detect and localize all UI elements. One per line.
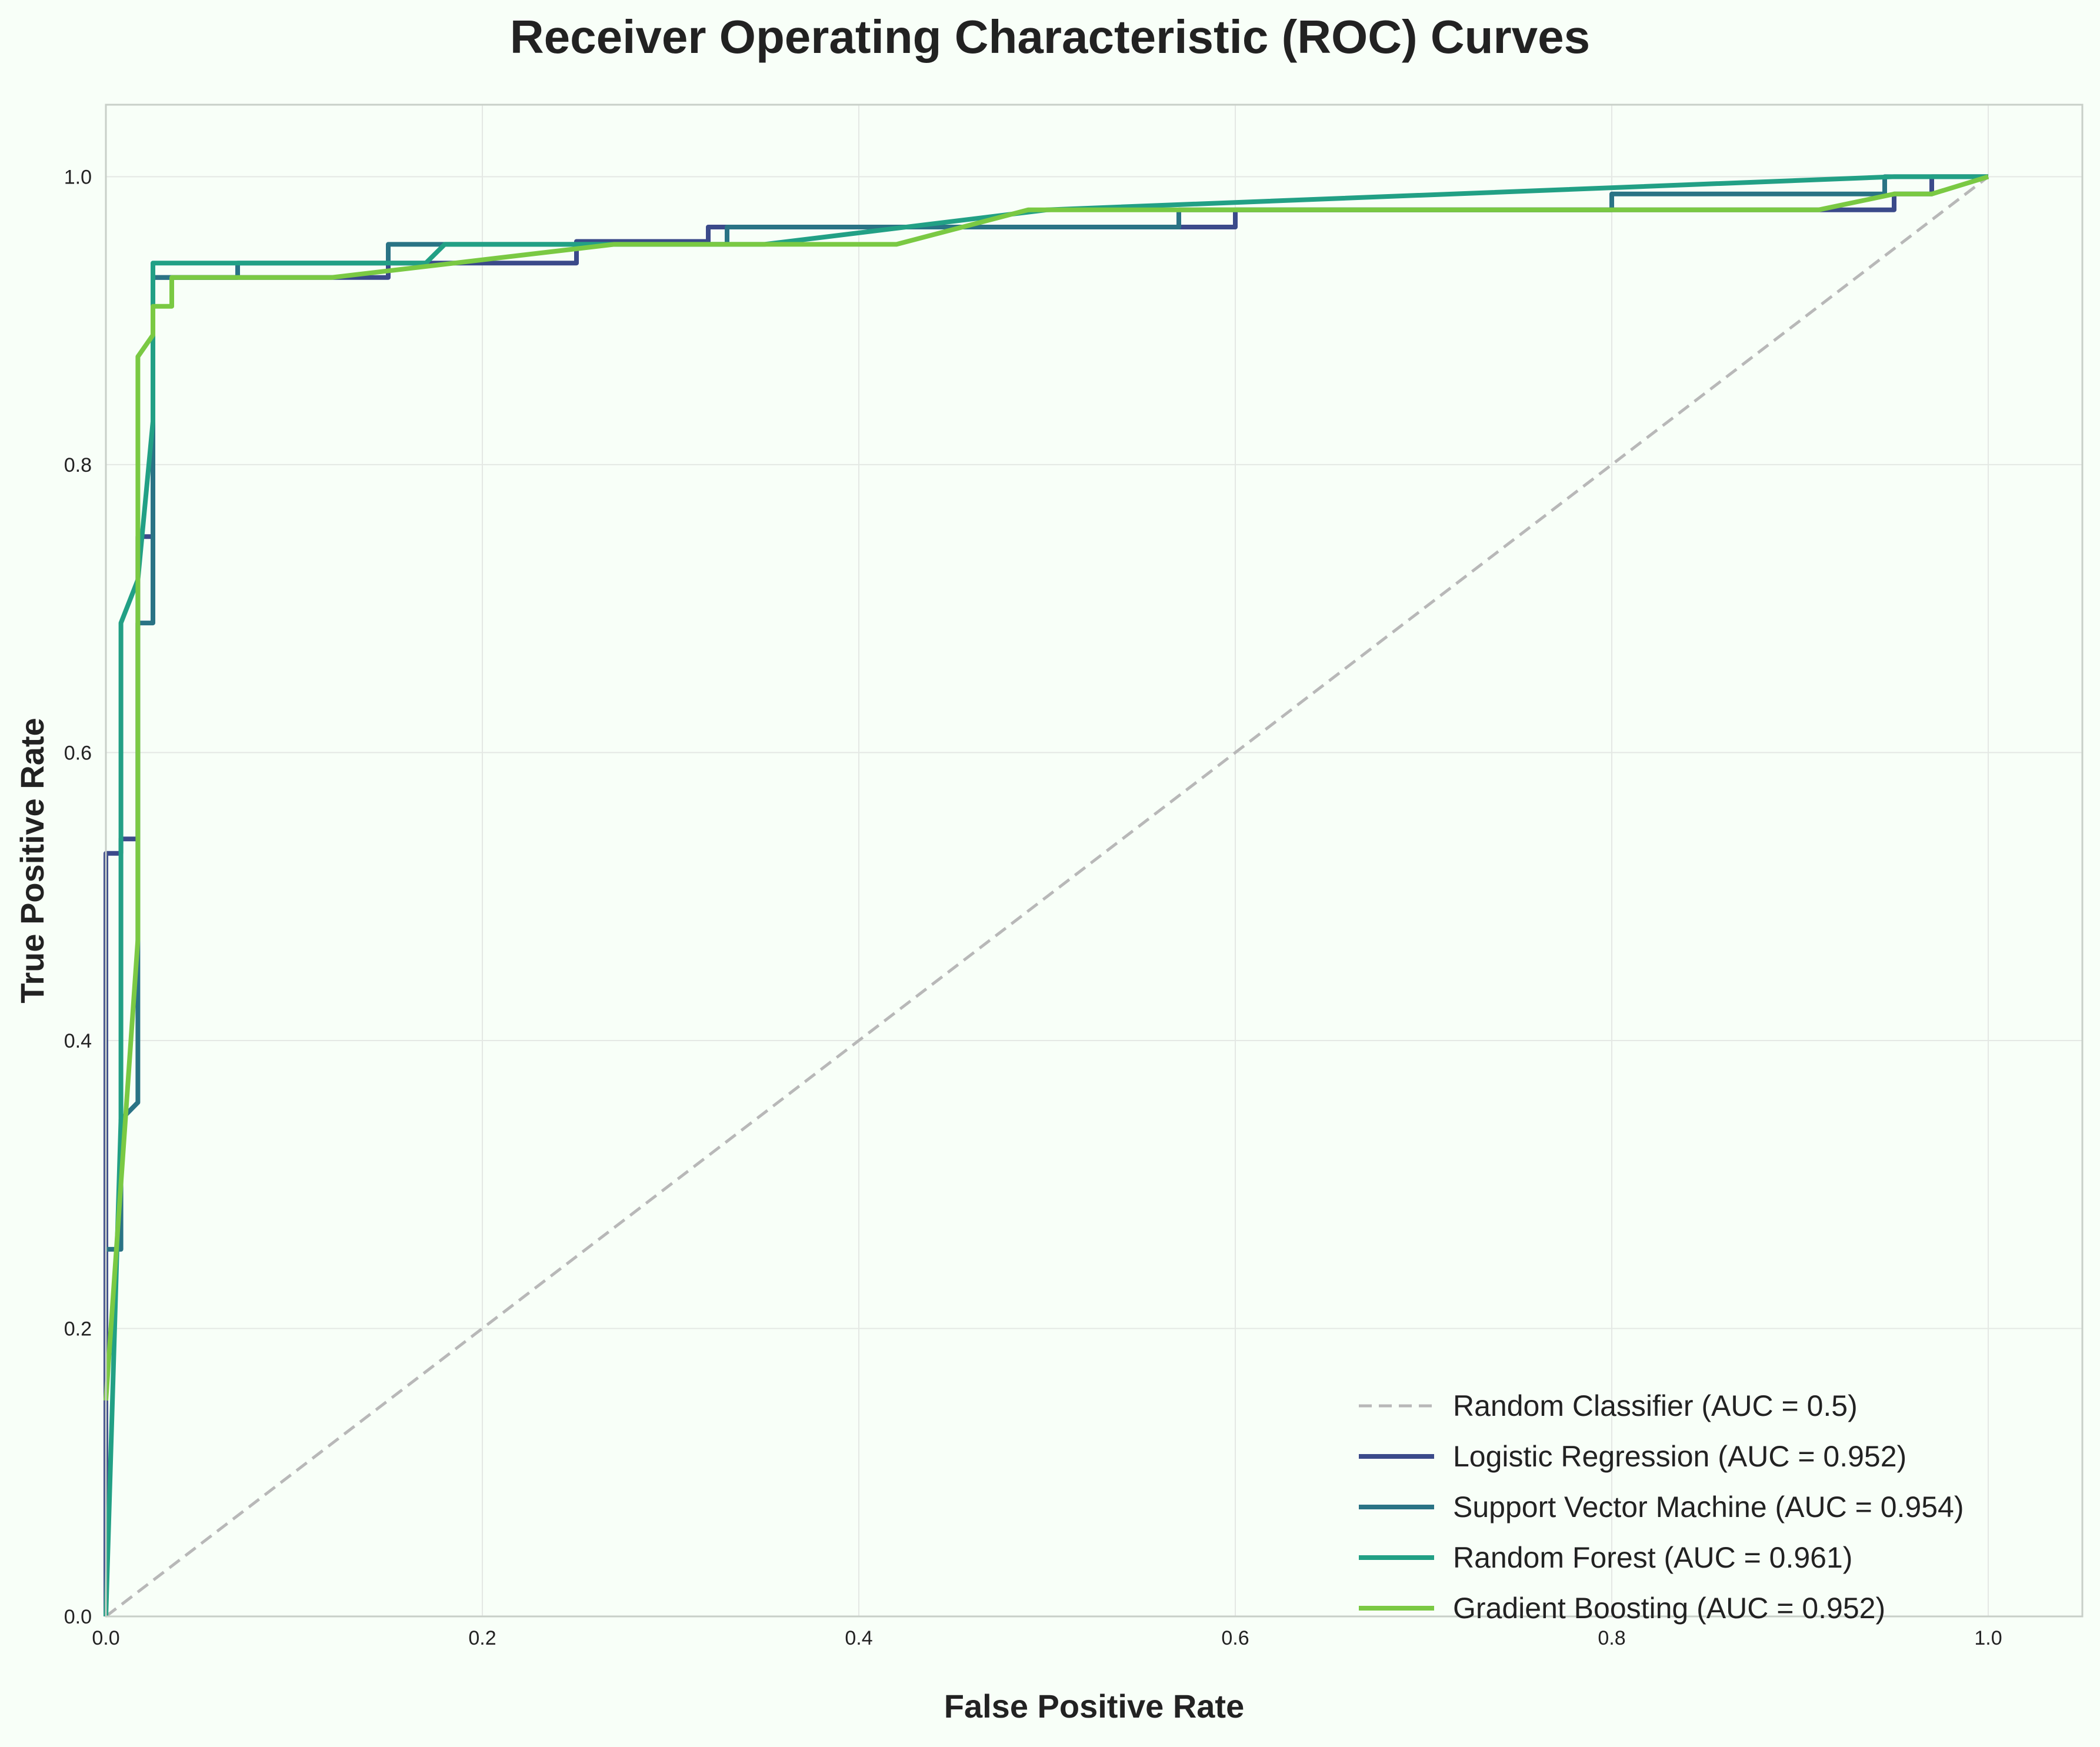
series-line-random-forest bbox=[104, 174, 1988, 1617]
y-tick-labels: 0.0 0.2 0.4 0.6 0.8 1.0 bbox=[64, 166, 92, 1628]
x-tick-label: 0.2 bbox=[468, 1627, 496, 1649]
x-tick-label: 0.8 bbox=[1598, 1627, 1625, 1649]
legend: Random Classifier (AUC = 0.5) Logistic Re… bbox=[1359, 1389, 1964, 1625]
x-axis-label: False Positive Rate bbox=[944, 1688, 1244, 1725]
x-tick-label: 0.4 bbox=[845, 1627, 872, 1649]
series-line-support-vector-machine bbox=[106, 174, 1988, 1252]
x-tick-label: 0.6 bbox=[1221, 1627, 1249, 1649]
series-line-random-classifier bbox=[105, 175, 1989, 1618]
legend-entry-label: Random Classifier (AUC = 0.5) bbox=[1453, 1389, 1858, 1422]
series-line-gradient-boosting bbox=[104, 174, 1989, 1401]
series-line-logistic-regression bbox=[104, 174, 1988, 1616]
legend-entry-label: Support Vector Machine (AUC = 0.954) bbox=[1453, 1491, 1964, 1523]
y-axis-label: True Positive Rate bbox=[14, 718, 51, 1003]
y-tick-label: 0.0 bbox=[64, 1606, 92, 1628]
y-tick-label: 0.6 bbox=[64, 742, 92, 764]
legend-entry-label: Random Forest (AUC = 0.961) bbox=[1453, 1541, 1852, 1574]
series-lines bbox=[104, 174, 1989, 1618]
y-tick-label: 0.4 bbox=[64, 1030, 92, 1052]
y-tick-label: 1.0 bbox=[64, 166, 92, 188]
x-tick-label: 0.0 bbox=[92, 1627, 119, 1649]
legend-entry-label: Gradient Boosting (AUC = 0.952) bbox=[1453, 1592, 1885, 1625]
y-tick-label: 0.2 bbox=[64, 1318, 92, 1340]
y-tick-label: 0.8 bbox=[64, 454, 92, 476]
x-tick-label: 1.0 bbox=[1974, 1627, 2002, 1649]
legend-entry-label: Logistic Regression (AUC = 0.952) bbox=[1453, 1440, 1906, 1473]
x-tick-labels: 0.0 0.2 0.4 0.6 0.8 1.0 bbox=[92, 1627, 2002, 1649]
chart-title: Receiver Operating Characteristic (ROC) … bbox=[510, 11, 1590, 63]
plot-frame bbox=[105, 104, 2084, 1618]
